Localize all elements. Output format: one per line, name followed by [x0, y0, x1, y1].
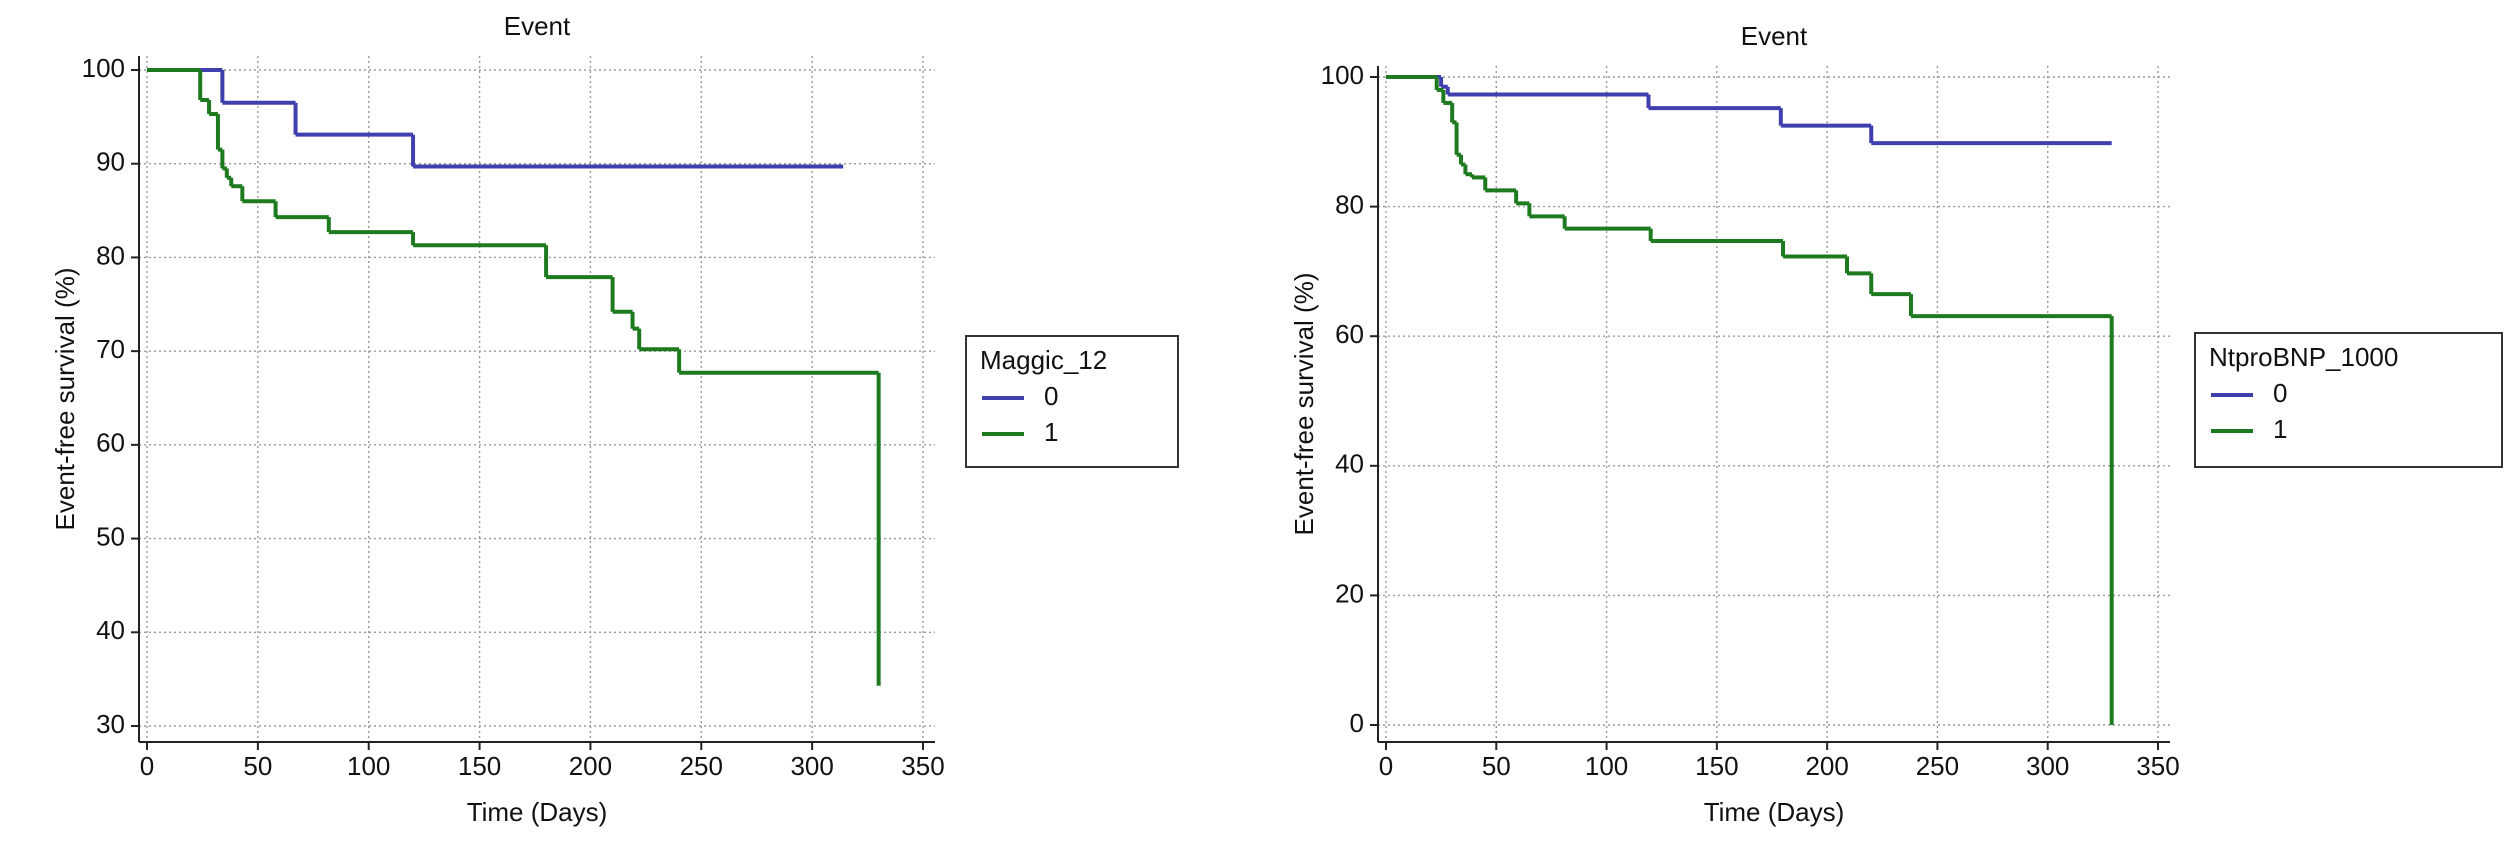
x-tick-label: 200: [1805, 751, 1848, 781]
y-tick-label: 80: [96, 240, 125, 270]
legend-title: NtproBNP_1000: [2209, 342, 2398, 372]
legend-label: 0: [2273, 378, 2287, 408]
x-tick-label: 0: [1379, 751, 1393, 781]
y-axis-label: Event-free survival (%): [1289, 273, 1319, 536]
y-tick-label: 80: [1335, 189, 1364, 219]
x-tick-label: 150: [458, 751, 501, 781]
y-tick-label: 30: [96, 709, 125, 739]
y-tick-label: 90: [96, 147, 125, 177]
y-tick-label: 60: [1335, 319, 1364, 349]
legend-label: 1: [2273, 414, 2287, 444]
y-tick-label: 100: [82, 53, 125, 83]
x-tick-label: 250: [1916, 751, 1959, 781]
y-tick-label: 40: [96, 615, 125, 645]
legend-label: 0: [1044, 381, 1058, 411]
x-tick-label: 100: [1585, 751, 1628, 781]
y-tick-label: 60: [96, 428, 125, 458]
x-tick-label: 0: [140, 751, 154, 781]
x-tick-label: 200: [569, 751, 612, 781]
x-tick-label: 350: [2136, 751, 2179, 781]
y-tick-label: 0: [1350, 708, 1364, 738]
chart-title: Event: [504, 11, 571, 41]
x-tick-label: 50: [243, 751, 272, 781]
y-tick-label: 20: [1335, 578, 1364, 608]
legend-box: [2194, 332, 2503, 468]
x-tick-label: 300: [2026, 751, 2069, 781]
x-tick-label: 250: [680, 751, 723, 781]
x-axis-label: Time (Days): [1704, 797, 1845, 827]
x-axis-label: Time (Days): [467, 797, 608, 827]
y-axis-label: Event-free survival (%): [50, 268, 80, 531]
y-tick-label: 70: [96, 334, 125, 364]
x-tick-label: 300: [790, 751, 833, 781]
legend-box: [965, 335, 1179, 468]
x-tick-label: 100: [347, 751, 390, 781]
legend-title: Maggic_12: [980, 345, 1107, 375]
x-tick-label: 150: [1695, 751, 1738, 781]
y-tick-label: 50: [96, 521, 125, 551]
legend-label: 1: [1044, 417, 1058, 447]
chart-title: Event: [1741, 21, 1808, 51]
y-tick-label: 100: [1321, 60, 1364, 90]
x-tick-label: 350: [901, 751, 944, 781]
x-tick-label: 50: [1482, 751, 1511, 781]
y-tick-label: 40: [1335, 449, 1364, 479]
